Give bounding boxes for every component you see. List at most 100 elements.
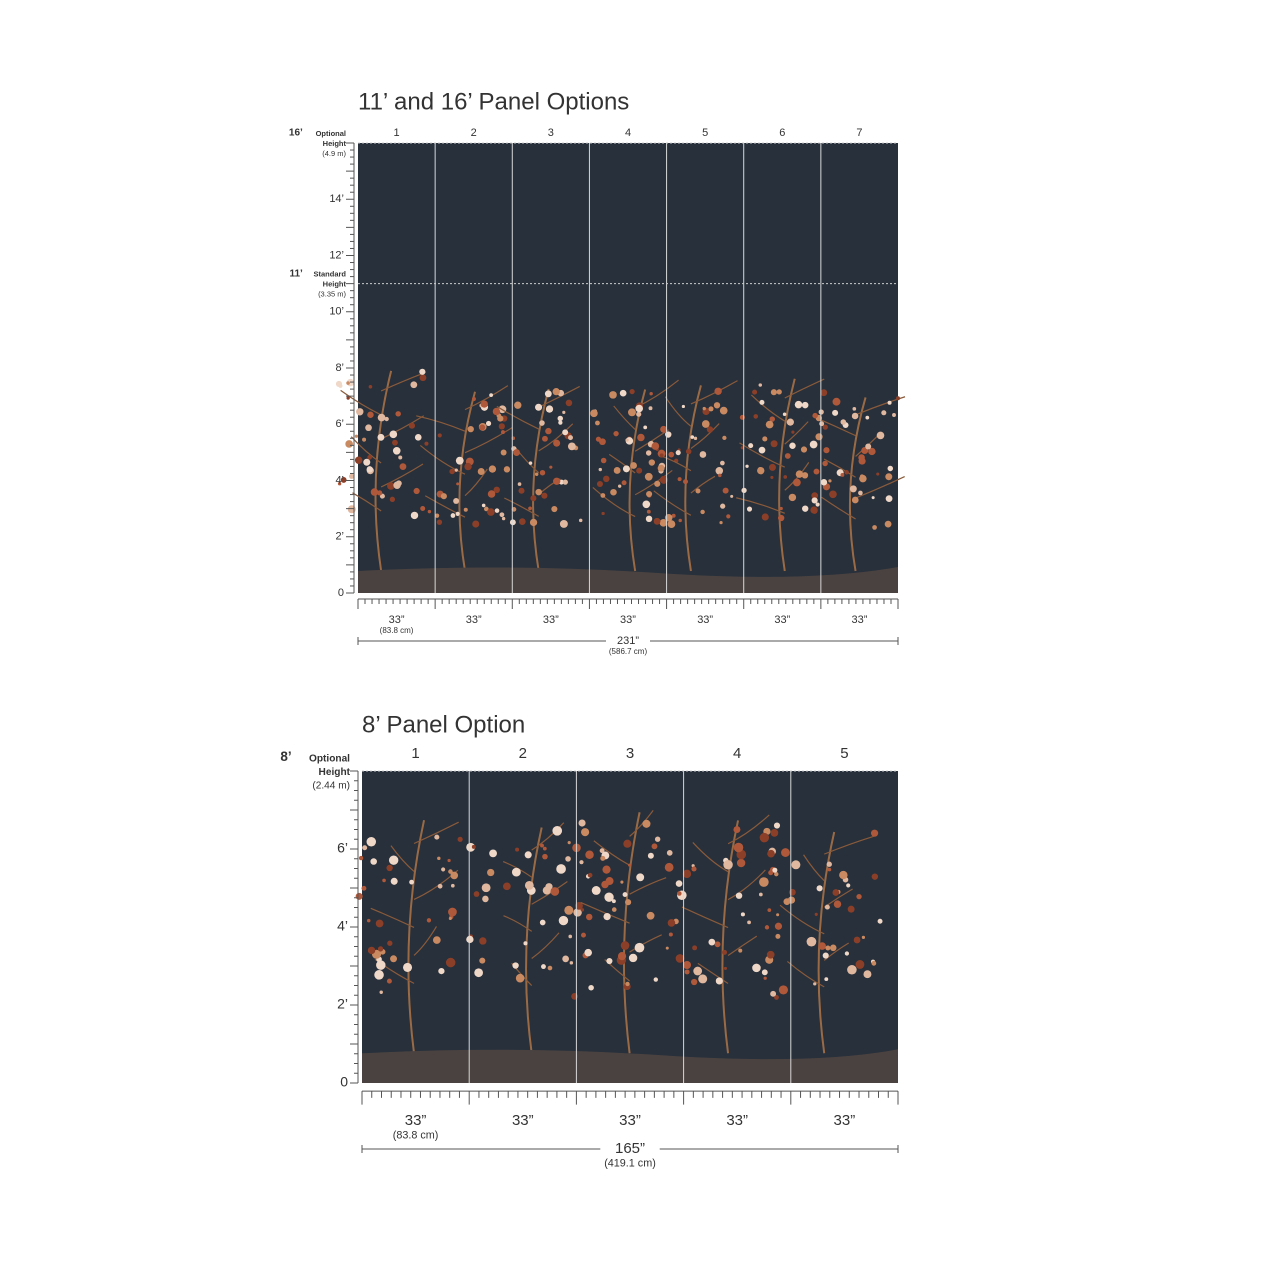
flower <box>871 496 875 500</box>
flower <box>645 515 653 523</box>
flower <box>379 990 383 994</box>
flower <box>365 424 372 432</box>
flower <box>642 819 651 828</box>
flower <box>649 392 653 396</box>
flower <box>675 954 685 963</box>
flower <box>464 462 472 471</box>
panel-number: 7 <box>856 127 862 139</box>
flower <box>683 479 689 485</box>
flower <box>487 508 495 516</box>
flower <box>388 855 399 865</box>
flower <box>457 836 463 842</box>
flower <box>438 967 445 975</box>
flower <box>726 514 731 519</box>
flower <box>832 409 839 416</box>
flower <box>772 867 778 873</box>
mural <box>358 143 898 593</box>
flower <box>494 508 500 513</box>
flower <box>602 865 611 874</box>
flower <box>481 503 486 508</box>
flower <box>820 389 828 397</box>
flower <box>791 430 795 434</box>
flower <box>648 459 655 466</box>
tree-trunk <box>848 397 867 572</box>
height-label: 6’ <box>335 418 344 430</box>
flower <box>578 518 583 523</box>
flower <box>545 405 554 413</box>
flower <box>778 514 785 522</box>
flower <box>719 406 728 415</box>
flower <box>456 482 460 486</box>
tree-trunk <box>407 819 426 1054</box>
flower <box>518 487 525 494</box>
flower <box>524 880 534 890</box>
flower <box>681 404 685 409</box>
flower <box>611 907 617 912</box>
total-metric: (419.1 cm) <box>604 1158 656 1170</box>
panel-number: 2 <box>519 745 527 762</box>
flower <box>355 892 363 900</box>
flower <box>664 513 673 522</box>
flower <box>654 480 661 487</box>
flower <box>753 414 759 419</box>
flower <box>611 899 616 904</box>
flower <box>568 435 573 441</box>
flower <box>581 828 590 837</box>
flower <box>678 518 682 523</box>
flower <box>579 860 584 865</box>
flower <box>628 953 638 963</box>
tree-branch <box>419 444 466 475</box>
tree-branch <box>692 842 729 873</box>
flower <box>518 518 526 525</box>
flower <box>337 482 342 486</box>
flower <box>647 852 654 859</box>
tree-branch <box>653 490 692 516</box>
flower <box>876 472 880 476</box>
flower <box>437 883 443 889</box>
flower <box>758 892 763 897</box>
flower <box>770 389 777 396</box>
flower <box>573 908 582 917</box>
flower <box>467 425 474 433</box>
panel-width: 33” <box>466 614 482 626</box>
flower <box>839 870 848 880</box>
flower <box>420 505 426 511</box>
flower <box>896 396 900 401</box>
tree-branch <box>629 934 662 953</box>
flower <box>645 450 652 456</box>
flower <box>648 406 653 411</box>
flower <box>865 415 870 420</box>
flower <box>659 475 668 484</box>
flower <box>847 964 857 975</box>
flower <box>766 950 775 959</box>
flower <box>544 390 552 398</box>
tree-branch <box>538 423 574 452</box>
flower <box>877 918 883 924</box>
flower <box>596 480 603 488</box>
flower <box>580 932 586 938</box>
flower <box>511 507 517 512</box>
height-feet: 16’ <box>289 128 303 139</box>
flower <box>876 431 885 440</box>
flower <box>488 465 497 473</box>
tree-branch <box>629 810 654 837</box>
height-kind: Optional <box>316 129 346 138</box>
flower <box>881 410 887 416</box>
flower <box>436 519 443 525</box>
flower <box>787 896 796 904</box>
panel-number: 4 <box>733 745 741 762</box>
flower <box>529 518 538 527</box>
flower <box>767 849 775 858</box>
tree-branch <box>496 405 539 430</box>
flower <box>363 458 371 466</box>
tree-trunk <box>817 831 836 1054</box>
height-word: Height <box>323 280 347 289</box>
tree-trunk <box>684 385 702 572</box>
flower <box>409 879 414 885</box>
flower <box>471 397 476 401</box>
flower <box>483 506 489 512</box>
flower <box>399 463 407 470</box>
flower <box>393 481 401 489</box>
flower <box>472 520 480 528</box>
